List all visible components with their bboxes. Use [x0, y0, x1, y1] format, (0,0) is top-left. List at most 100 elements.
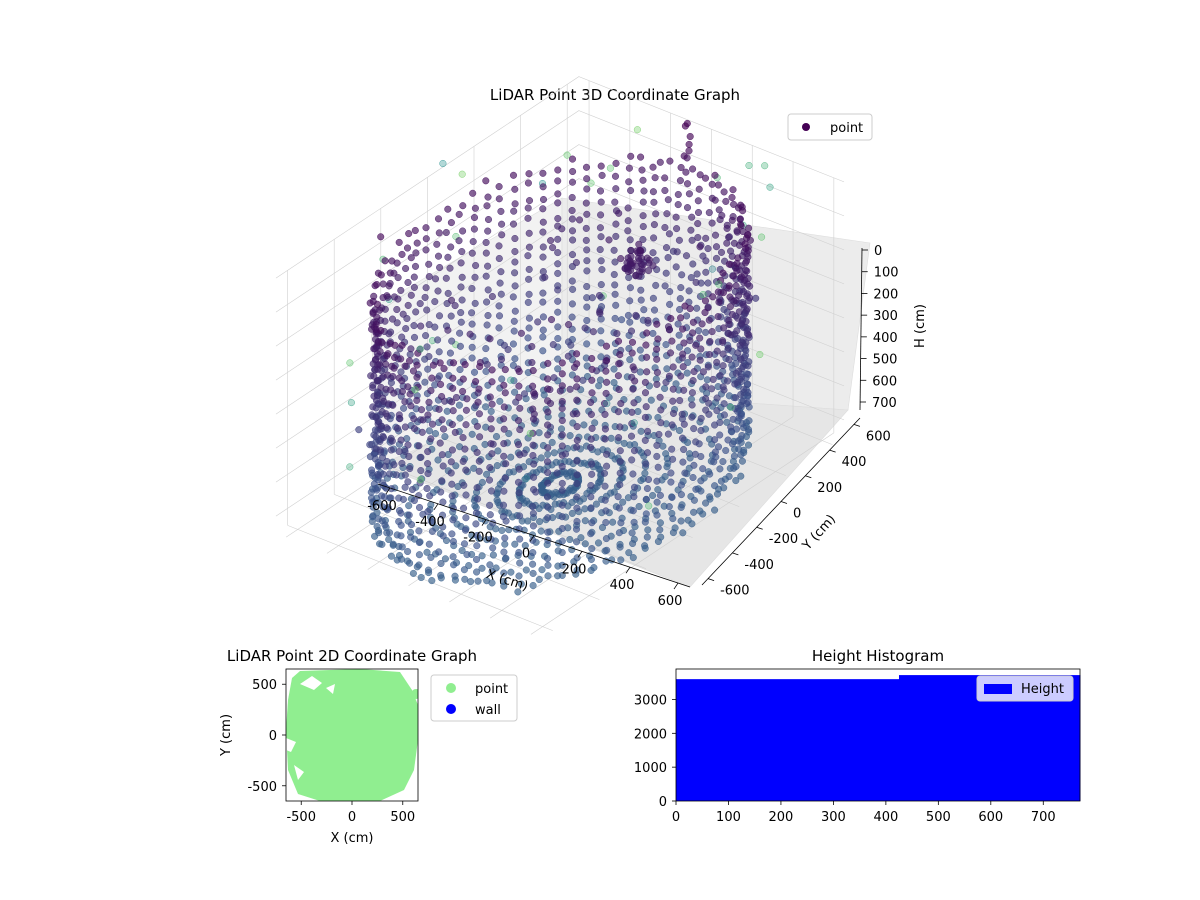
point-3d	[730, 452, 738, 460]
point-3d	[588, 424, 596, 432]
point-3d	[544, 408, 552, 416]
point-3d	[415, 527, 423, 535]
point-3d	[558, 571, 566, 579]
point-3d	[677, 517, 685, 525]
point-3d	[705, 350, 713, 359]
point-3d	[424, 566, 432, 574]
point-3d	[737, 451, 745, 459]
point-3d	[444, 326, 452, 334]
point-3d	[637, 286, 645, 294]
point-3d	[475, 385, 483, 393]
point-3d	[421, 293, 429, 301]
point-3d	[417, 573, 425, 582]
point-3d	[673, 248, 681, 256]
point-3d	[569, 236, 577, 244]
point-3d	[766, 183, 774, 191]
point-3d	[701, 174, 710, 182]
point-3d	[473, 568, 481, 576]
point-3d	[744, 370, 752, 378]
point-3d	[389, 401, 397, 409]
point-3d	[376, 347, 384, 356]
point-3d	[597, 198, 605, 206]
point-3d	[642, 341, 650, 349]
point-3d	[702, 257, 710, 265]
point-3d	[522, 475, 530, 483]
point-3d	[565, 321, 573, 329]
point-3d	[558, 462, 566, 471]
point-3d	[511, 200, 519, 208]
point-3d	[723, 377, 732, 385]
point-3d	[374, 377, 382, 385]
point-3d	[583, 362, 591, 370]
point-3d	[581, 505, 589, 513]
point-3d	[483, 202, 491, 210]
point-3d	[451, 572, 459, 580]
x-tick-label-3d: -200	[463, 531, 493, 546]
point-3d	[434, 456, 442, 464]
point-3d	[385, 282, 393, 290]
point-3d	[592, 500, 600, 508]
y-tick-mark-3d	[829, 449, 836, 453]
point-3d	[418, 428, 426, 436]
point-3d	[554, 323, 562, 331]
point-3d	[486, 464, 494, 472]
point-3d	[516, 512, 524, 520]
point-3d	[635, 240, 643, 248]
point-3d	[672, 213, 680, 221]
point-3d	[539, 347, 547, 355]
point-3d	[737, 472, 745, 480]
point-3d	[688, 236, 696, 244]
point-3d	[524, 434, 532, 442]
point-3d	[507, 453, 515, 461]
point-3d	[669, 455, 677, 463]
point-3d	[611, 281, 619, 289]
point-3d	[738, 373, 746, 381]
point-3d	[616, 469, 624, 477]
point-3d	[650, 198, 658, 206]
point-3d	[442, 228, 450, 237]
point-3d	[488, 292, 496, 301]
point-3d	[475, 457, 483, 465]
point-3d	[719, 350, 727, 358]
scatter-2d-gap-left	[286, 738, 296, 752]
point-3d	[573, 504, 581, 512]
point-3d	[398, 341, 406, 349]
point-3d	[494, 447, 502, 455]
point-3d	[558, 513, 566, 521]
point-3d	[478, 564, 486, 572]
point-3d	[664, 430, 672, 438]
point-3d	[568, 313, 576, 321]
point-3d	[588, 389, 596, 397]
point-3d	[695, 327, 703, 335]
point-3d	[583, 210, 591, 218]
point-3d	[401, 398, 409, 406]
point-3d	[425, 398, 433, 406]
point-3d	[484, 227, 492, 235]
point-3d	[509, 220, 518, 228]
point-3d	[572, 259, 580, 267]
point-3d	[517, 329, 525, 337]
point-3d	[435, 229, 443, 237]
point-3d	[438, 451, 446, 459]
point-3d	[573, 396, 581, 404]
point-3d	[725, 260, 733, 268]
point-3d	[630, 447, 639, 455]
point-3d	[554, 334, 562, 343]
point-3d	[441, 555, 449, 563]
point-3d	[373, 486, 381, 494]
point-3d	[462, 491, 470, 499]
point-3d	[685, 190, 693, 198]
point-3d	[633, 126, 641, 134]
point-3d	[516, 404, 524, 412]
point-3d	[554, 286, 562, 294]
point-3d	[448, 530, 456, 538]
point-3d	[587, 443, 595, 451]
point-3d	[644, 316, 652, 324]
point-3d	[482, 177, 490, 185]
point-3d	[468, 309, 476, 317]
point-3d	[672, 263, 680, 271]
y-tick-mark-3d	[756, 526, 763, 530]
point-3d	[528, 342, 536, 351]
point-3d	[401, 447, 409, 455]
point-3d	[417, 322, 425, 330]
